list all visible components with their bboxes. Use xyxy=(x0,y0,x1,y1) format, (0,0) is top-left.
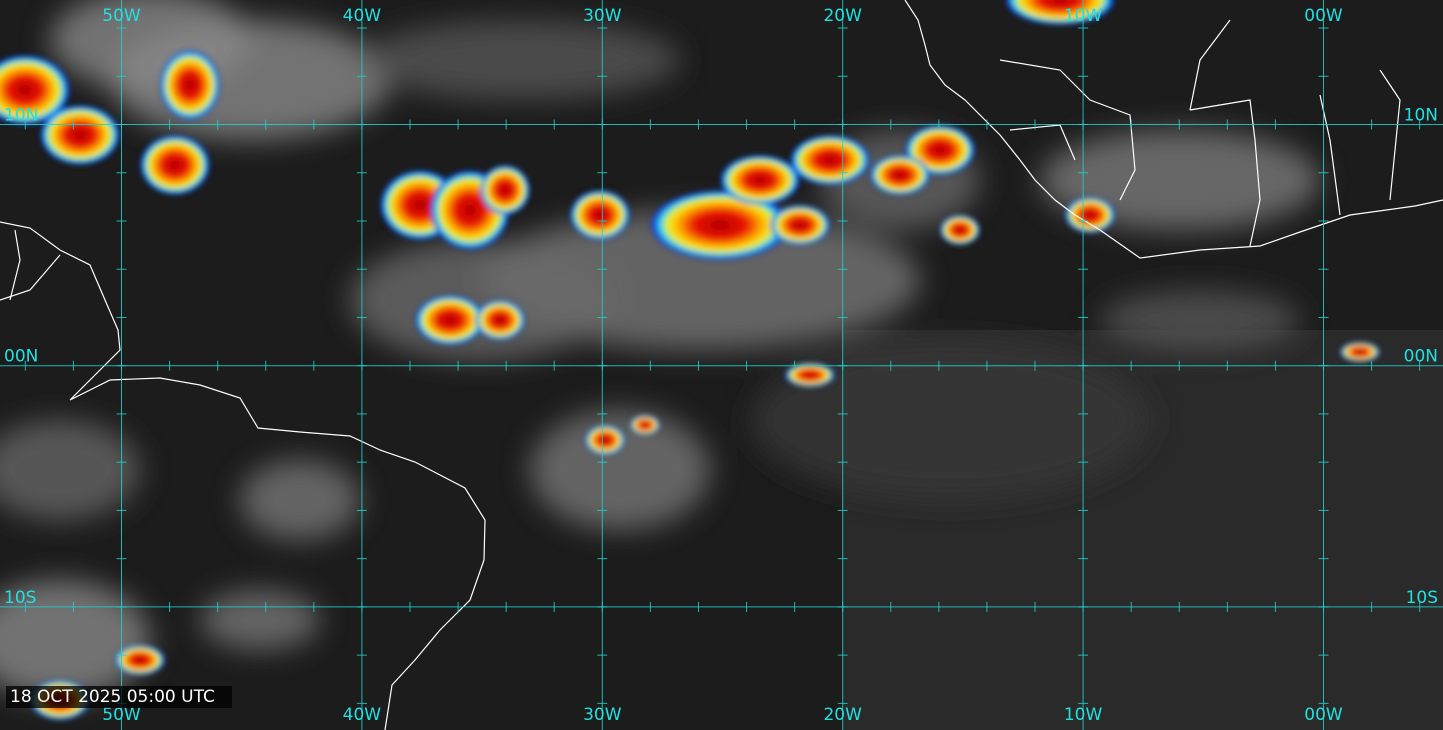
convective-cell xyxy=(1005,0,1115,25)
longitude-label: 50W xyxy=(102,705,141,725)
cloud xyxy=(0,420,140,520)
convective-cell xyxy=(940,215,980,245)
timestamp: 18 OCT 2025 05:00 UTC xyxy=(10,687,215,707)
border xyxy=(999,19,1401,247)
convective-cell xyxy=(160,50,220,120)
cloud xyxy=(360,20,680,100)
convective-cell xyxy=(140,135,210,195)
longitude-label: 10W xyxy=(1064,6,1103,26)
convective-cell xyxy=(570,190,630,240)
cloud xyxy=(750,340,1150,500)
convective-cell xyxy=(720,155,800,205)
longitude-label: 30W xyxy=(583,705,622,725)
convective-cells xyxy=(0,0,1380,720)
longitude-label: 00W xyxy=(1304,6,1343,26)
convective-cell xyxy=(585,425,625,455)
longitude-label: 40W xyxy=(343,705,382,725)
convective-cell xyxy=(415,295,485,345)
latitude-label: 00N xyxy=(4,347,38,367)
latitude-label: 10N xyxy=(1404,106,1438,126)
longitude-label: 30W xyxy=(583,6,622,26)
cloud xyxy=(530,410,710,530)
convective-cell xyxy=(115,645,165,675)
longitude-label: 00W xyxy=(1304,705,1343,725)
convective-cell xyxy=(475,300,525,340)
convective-cell xyxy=(785,363,835,387)
timestamp-box xyxy=(6,686,232,708)
convective-cell xyxy=(630,415,660,435)
coastline xyxy=(904,0,1443,259)
convective-cell xyxy=(650,190,790,260)
cloud xyxy=(1100,290,1300,350)
convective-cell xyxy=(40,105,120,165)
latitude-label: 10N xyxy=(4,106,38,126)
longitude-label: 40W xyxy=(343,6,382,26)
cloud xyxy=(0,580,150,700)
latitude-label: 10S xyxy=(1406,588,1438,608)
coastline xyxy=(0,221,486,730)
longitude-label: 10W xyxy=(1064,705,1103,725)
border xyxy=(0,229,61,301)
longitude-label: 20W xyxy=(823,6,862,26)
latitude-label: 00N xyxy=(1404,347,1438,367)
convective-cell xyxy=(790,135,870,185)
cloud xyxy=(200,590,320,650)
convective-cell xyxy=(1340,342,1380,362)
latitude-label: 10S xyxy=(4,588,36,608)
cloud xyxy=(240,460,360,540)
convective-cell xyxy=(770,205,830,245)
longitude-label: 20W xyxy=(823,705,862,725)
convective-cell xyxy=(870,155,930,195)
longitude-label: 50W xyxy=(102,6,141,26)
graticule-labels: 50W 50W 40W 40W 30W 30W 20W 20W 10W 10W 00W 00W 10N 1… xyxy=(4,6,1438,725)
convective-cell xyxy=(0,55,70,125)
cloud xyxy=(350,240,610,360)
convective-cell xyxy=(1065,197,1115,233)
convective-cell xyxy=(480,165,530,215)
